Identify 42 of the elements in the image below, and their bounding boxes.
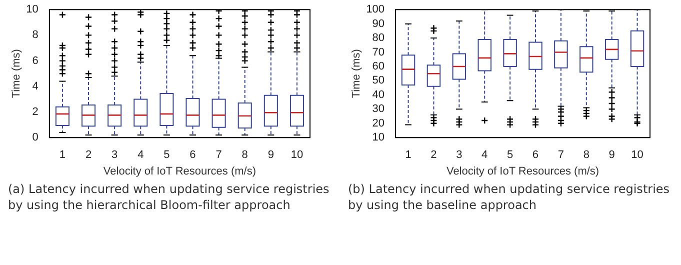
y-tick-label: 70 — [372, 46, 385, 58]
y-tick-label: 20 — [372, 117, 385, 130]
x-tick-label: 8 — [583, 149, 590, 162]
y-tick-label: 10 — [26, 4, 38, 16]
y-tick-label: 2 — [32, 106, 38, 118]
text: (b) Latency incurred when updating service registries by using the baseline approach — [347, 181, 671, 214]
y-tick-label: 0 — [32, 132, 38, 144]
x-tick-label: 8 — [242, 149, 248, 162]
x-tick-label: 7 — [216, 149, 222, 162]
x-tick-label: 5 — [164, 149, 170, 162]
y-tick-label: 50 — [372, 74, 385, 87]
y-tick-label: 60 — [372, 60, 385, 73]
x-tick-label: 2 — [85, 149, 92, 162]
y-axis-title: Time (ms) — [10, 49, 23, 98]
x-tick-label: 4 — [482, 149, 488, 162]
x-tick-label: 3 — [112, 149, 118, 162]
x-tick-label: 4 — [138, 149, 144, 162]
y-tick-label: 40 — [372, 88, 385, 101]
x-tick-label: 1 — [405, 149, 412, 162]
text: (a) Latency incurred when updating service registries by using the hierarchical Bloom-filter approach — [7, 181, 330, 214]
x-axis-title: Velocity of IoT Resources (m/s) — [103, 165, 256, 178]
x-tick-label: 6 — [532, 149, 539, 162]
x-tick-label: 2 — [430, 149, 437, 162]
x-tick-label: 1 — [59, 149, 66, 162]
y-tick-label: 80 — [372, 32, 385, 44]
x-tick-label: 9 — [268, 149, 274, 162]
y-tick-label: 100 — [366, 4, 385, 16]
x-tick-label: 3 — [456, 149, 462, 162]
x-tick-label: 7 — [558, 149, 564, 162]
y-tick-label: 90 — [372, 18, 385, 30]
x-tick-label: 10 — [290, 149, 304, 162]
y-tick-label: 10 — [372, 132, 385, 144]
x-tick-label: 9 — [608, 149, 615, 162]
x-axis-title: Velocity of IoT Resources (m/s) — [446, 165, 600, 178]
y-axis-title: Time (ms) — [350, 49, 363, 98]
y-tick-label: 8 — [32, 29, 38, 42]
y-tick-label: 30 — [372, 103, 385, 116]
y-tick-label: 6 — [32, 54, 38, 67]
x-tick-label: 10 — [631, 149, 644, 162]
y-tick-label: 4 — [32, 80, 38, 92]
x-tick-label: 6 — [190, 149, 196, 162]
x-tick-label: 5 — [506, 149, 514, 162]
